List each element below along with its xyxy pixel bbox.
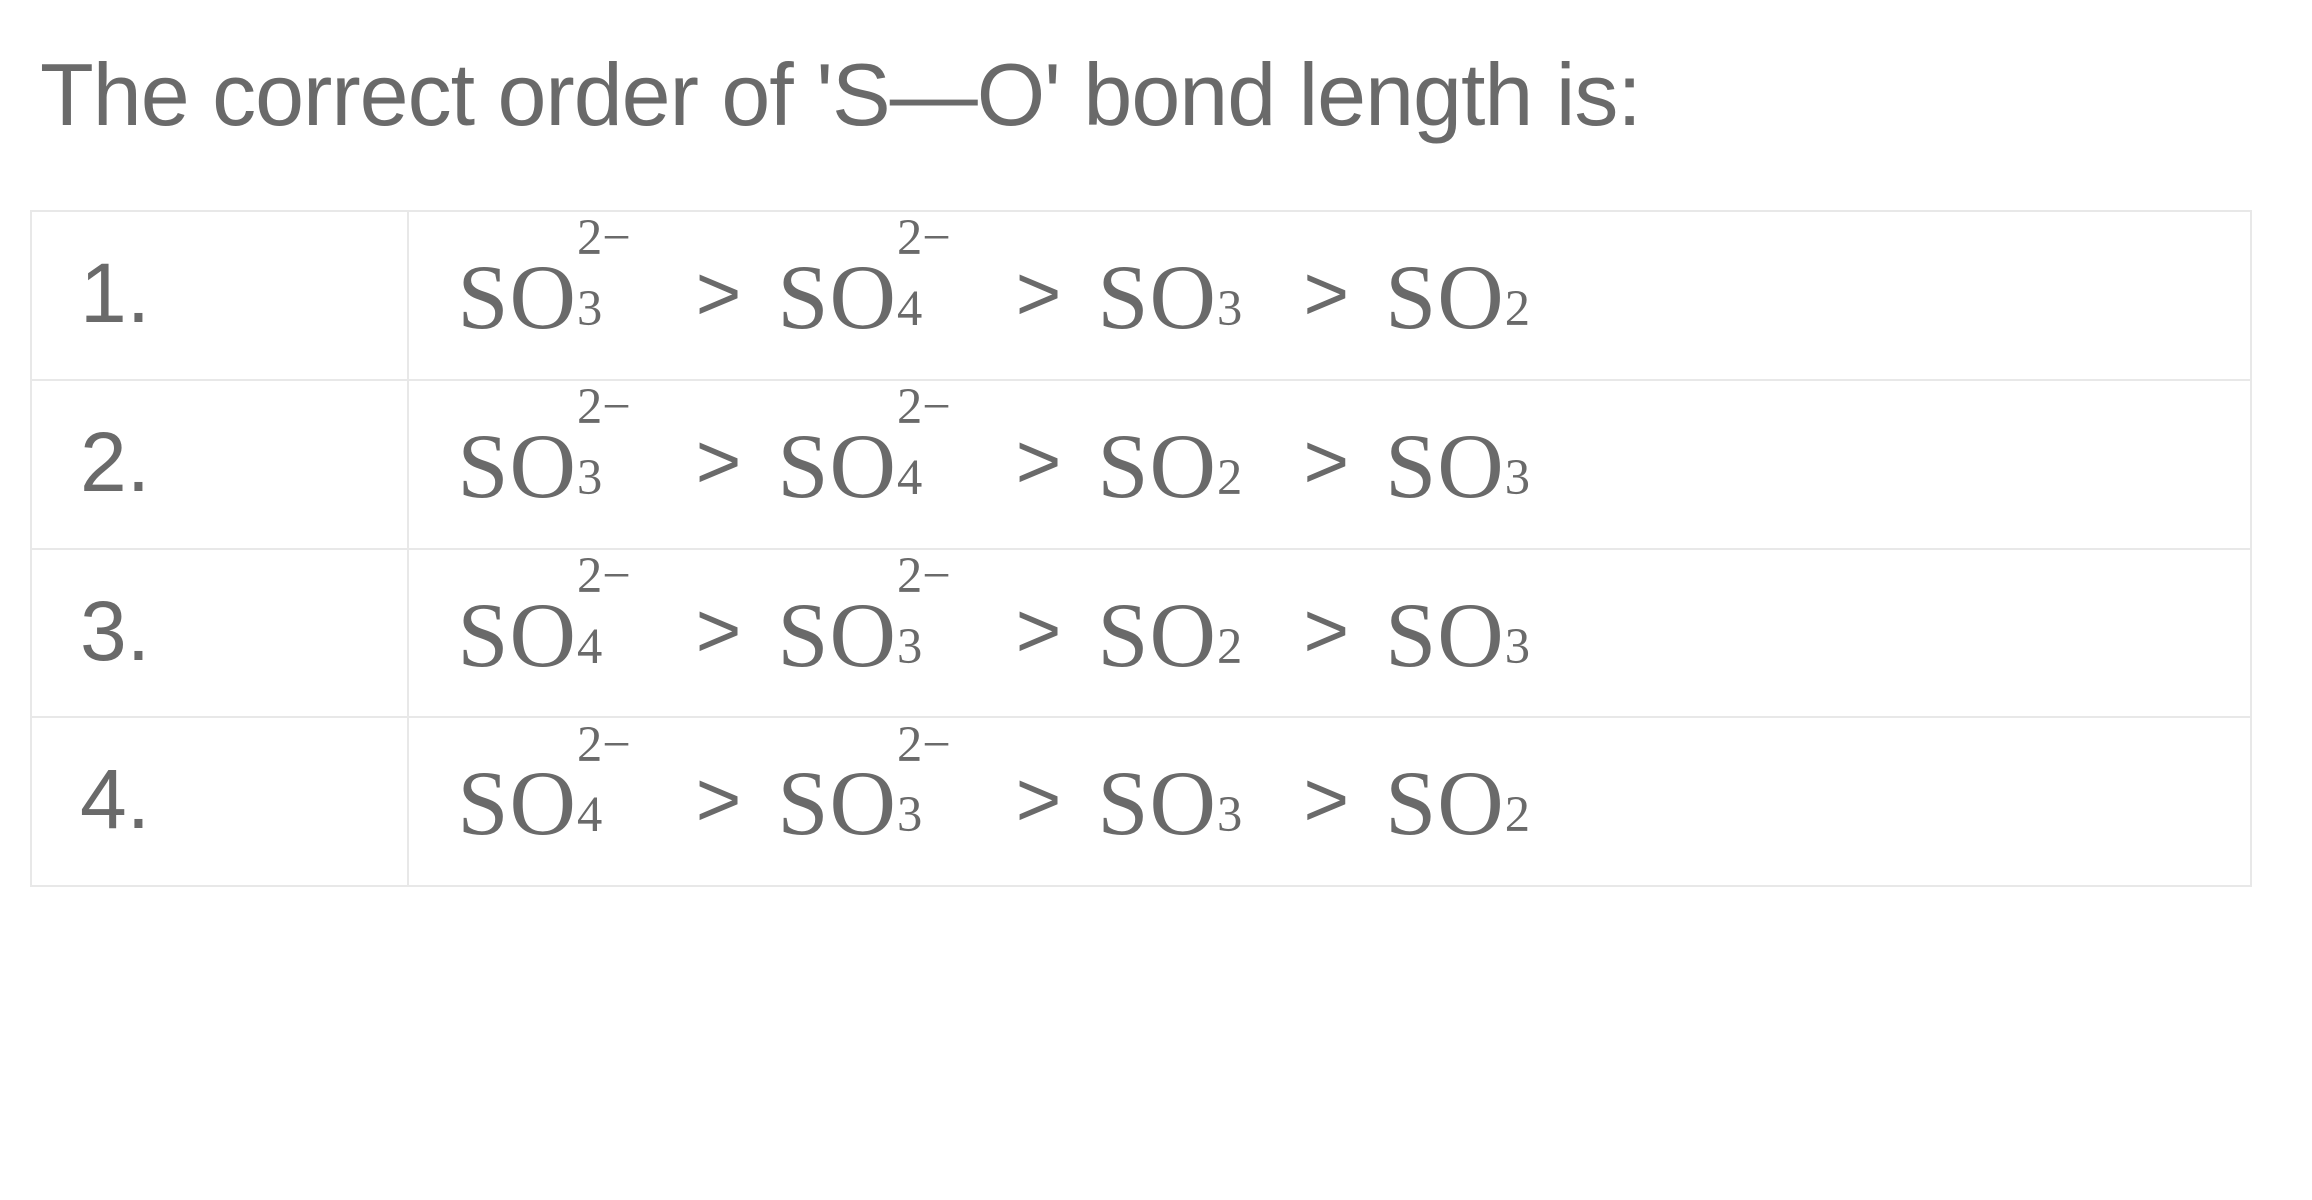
greater-than: > xyxy=(692,417,746,507)
species: SO32− xyxy=(777,574,979,689)
greater-than: > xyxy=(1300,249,1354,339)
greater-than: > xyxy=(692,586,746,676)
option-row[interactable]: 3. SO42− > SO32− > SO2 > SO3 xyxy=(31,549,2251,718)
option-row[interactable]: 2. SO32− > SO42− > SO2 > SO3 xyxy=(31,380,2251,549)
option-number: 3. xyxy=(31,549,408,718)
species: SO2 xyxy=(1385,742,1555,857)
option-number: 1. xyxy=(31,211,408,380)
greater-than: > xyxy=(1012,249,1066,339)
species: SO3 xyxy=(1097,236,1267,351)
option-expression: SO32− > SO42− > SO2 > SO3 xyxy=(408,380,2251,549)
species: SO42− xyxy=(457,574,659,689)
species: SO32− xyxy=(777,742,979,857)
option-expression: SO32− > SO42− > SO3 > SO2 xyxy=(408,211,2251,380)
greater-than: > xyxy=(1012,586,1066,676)
option-row[interactable]: 1. SO32− > SO42− > SO3 > SO2 xyxy=(31,211,2251,380)
species: SO3 xyxy=(1385,405,1555,520)
species: SO3 xyxy=(1097,742,1267,857)
greater-than: > xyxy=(1300,417,1354,507)
options-tbody: 1.SO32−>SO42−>SO3>SO22.SO32−>SO42−>SO2>S… xyxy=(31,211,2251,886)
question-page: The correct order of 'S—O' bond length i… xyxy=(0,0,2312,927)
species: SO2 xyxy=(1385,236,1555,351)
greater-than: > xyxy=(1012,417,1066,507)
option-number: 2. xyxy=(31,380,408,549)
species: SO32− xyxy=(457,236,659,351)
species: SO2 xyxy=(1097,574,1267,689)
greater-than: > xyxy=(692,249,746,339)
greater-than: > xyxy=(692,755,746,845)
greater-than: > xyxy=(1300,586,1354,676)
options-table: 1.SO32−>SO42−>SO3>SO22.SO32−>SO42−>SO2>S… xyxy=(30,210,2252,887)
species: SO42− xyxy=(777,236,979,351)
species: SO42− xyxy=(457,742,659,857)
option-expression: SO42− > SO32− > SO2 > SO3 xyxy=(408,549,2251,718)
species: SO42− xyxy=(777,405,979,520)
greater-than: > xyxy=(1300,755,1354,845)
option-number: 4. xyxy=(31,717,408,886)
species: SO3 xyxy=(1385,574,1555,689)
question-text: The correct order of 'S—O' bond length i… xyxy=(40,40,2252,150)
greater-than: > xyxy=(1012,755,1066,845)
option-expression: SO42− > SO32− > SO3 > SO2 xyxy=(408,717,2251,886)
option-row[interactable]: 4. SO42− > SO32− > SO3 > SO2 xyxy=(31,717,2251,886)
species: SO2 xyxy=(1097,405,1267,520)
species: SO32− xyxy=(457,405,659,520)
